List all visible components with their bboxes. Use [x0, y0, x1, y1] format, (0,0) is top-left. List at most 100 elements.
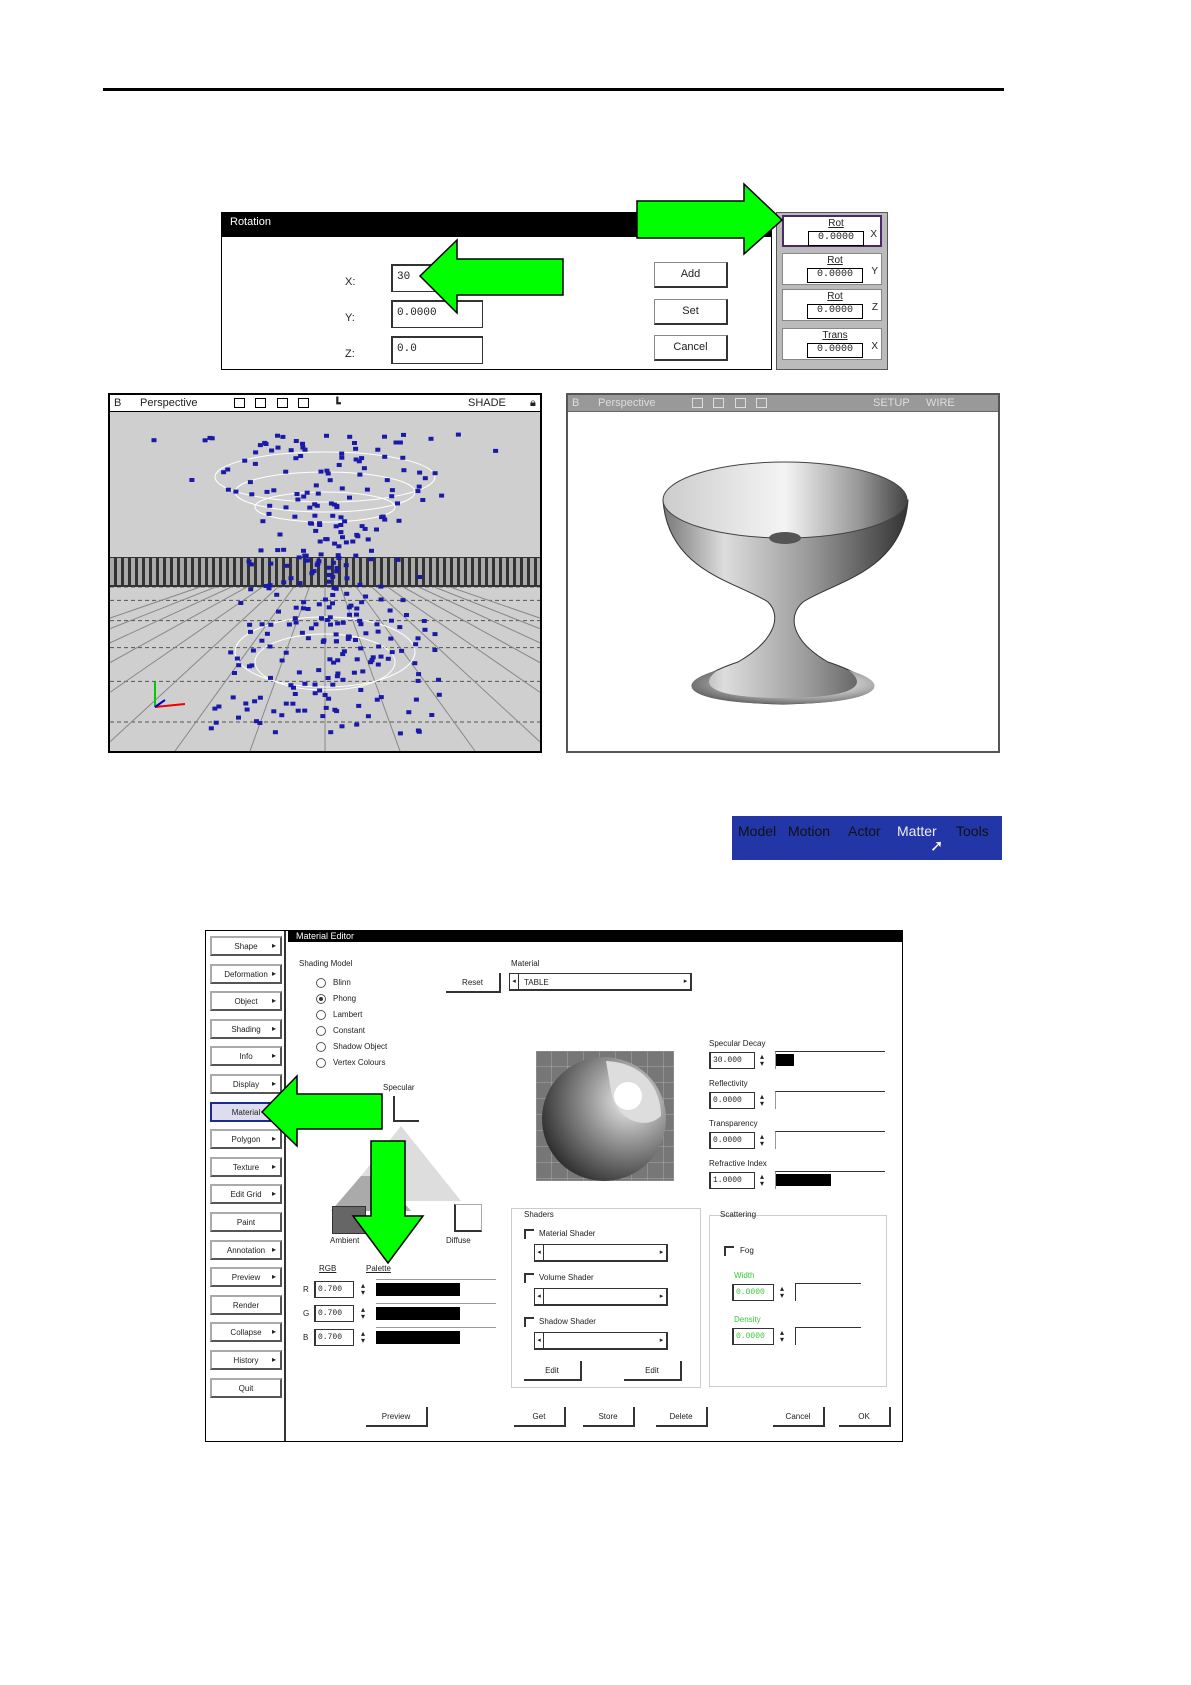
- view-box-icon[interactable]: [234, 398, 245, 408]
- ambient-swatch[interactable]: [332, 1206, 366, 1234]
- cancel-button[interactable]: Cancel: [654, 335, 728, 361]
- view-box-icon[interactable]: [298, 398, 309, 408]
- channel-input[interactable]: 0.700: [314, 1305, 354, 1322]
- shading-radio[interactable]: [316, 994, 326, 1004]
- spinner-icon[interactable]: ▴ ▾: [361, 1329, 366, 1345]
- scattering-slider[interactable]: [795, 1327, 861, 1345]
- spinner-icon[interactable]: ▴ ▾: [760, 1052, 765, 1068]
- left-menu-item[interactable]: Info ▸: [210, 1046, 282, 1067]
- specular-swatch[interactable]: [393, 1096, 419, 1122]
- shading-radio[interactable]: [316, 1042, 326, 1052]
- left-menu-item[interactable]: History ▸: [210, 1350, 282, 1370]
- shading-radio[interactable]: [316, 978, 326, 988]
- cancel-button[interactable]: Cancel: [773, 1407, 825, 1427]
- left-menu-item[interactable]: Object ▸: [210, 991, 282, 1012]
- delete-button[interactable]: Delete: [656, 1407, 708, 1427]
- param-input[interactable]: 0.0000: [709, 1092, 755, 1109]
- viewport-mode[interactable]: SETUP: [873, 397, 910, 409]
- material-preview[interactable]: [536, 1051, 674, 1181]
- channel-input[interactable]: 0.700: [314, 1329, 354, 1346]
- shading-radio[interactable]: [316, 1058, 326, 1068]
- left-menu-item[interactable]: Material ▸: [210, 1101, 282, 1122]
- left-menu-item[interactable]: Shape ▸: [210, 936, 282, 956]
- left-menu-item[interactable]: Edit Grid ▸: [210, 1184, 282, 1205]
- view-box-icon[interactable]: [713, 398, 724, 408]
- spinner-icon[interactable]: ▴ ▾: [361, 1281, 366, 1297]
- left-menu-item[interactable]: Quit: [210, 1377, 282, 1398]
- view-box-icon[interactable]: [255, 398, 266, 408]
- menu-motion[interactable]: Motion: [788, 823, 831, 839]
- viewport-mode[interactable]: SHADE: [468, 397, 506, 409]
- left-menu-item[interactable]: Preview ▸: [210, 1267, 282, 1288]
- spinner-icon[interactable]: ▴ ▾: [361, 1305, 366, 1321]
- param-slider[interactable]: [775, 1091, 885, 1109]
- left-menu-item[interactable]: Display ▸: [210, 1074, 282, 1094]
- left-menu-item[interactable]: Deformation ▸: [210, 963, 282, 984]
- lock-icon[interactable]: 🔒︎: [530, 397, 536, 409]
- tab-palette[interactable]: Palette: [366, 1264, 391, 1273]
- viewport-mode[interactable]: WIRE: [926, 397, 955, 409]
- shading-radio[interactable]: [316, 1026, 326, 1036]
- view-box-icon[interactable]: [277, 398, 288, 408]
- param-slider[interactable]: [775, 1171, 885, 1189]
- scattering-slider[interactable]: [795, 1283, 861, 1301]
- z-input[interactable]: 0.0: [391, 336, 483, 364]
- shader-checkbox[interactable]: [524, 1229, 534, 1239]
- store-button[interactable]: Store: [583, 1407, 635, 1427]
- viewport-left[interactable]: B Perspective ┗ SHADE 🔒︎: [108, 393, 542, 753]
- left-menu-item[interactable]: Texture ▸: [210, 1156, 282, 1177]
- scattering-field-input[interactable]: 0.0000: [732, 1284, 774, 1301]
- param-input[interactable]: 0.0000: [709, 1132, 755, 1149]
- left-menu-item[interactable]: Annotation ▸: [210, 1239, 282, 1260]
- item-value[interactable]: 0.0000: [807, 268, 863, 283]
- view-box-icon[interactable]: [692, 398, 703, 408]
- rot-x-item[interactable]: Rot 0.0000 X: [782, 215, 882, 247]
- trans-x-item[interactable]: Trans 0.0000 X: [782, 328, 882, 360]
- left-menu-item[interactable]: Paint: [210, 1212, 282, 1232]
- viewport-title[interactable]: Perspective: [140, 397, 198, 409]
- channel-slider[interactable]: [376, 1307, 460, 1320]
- spinner-icon[interactable]: ▴ ▾: [780, 1328, 785, 1344]
- menu-actor[interactable]: Actor: [848, 823, 881, 839]
- viewport-right[interactable]: B Perspective SETUP WIRE: [566, 393, 1000, 753]
- shader-dropdown[interactable]: ◂ ▸: [534, 1244, 668, 1262]
- item-value[interactable]: 0.0000: [807, 343, 863, 358]
- edit-button[interactable]: Edit: [524, 1361, 582, 1381]
- preview-button[interactable]: Preview: [366, 1407, 428, 1427]
- tab-rgb[interactable]: RGB: [319, 1264, 337, 1273]
- rot-y-item[interactable]: Rot 0.0000 Y: [782, 253, 882, 285]
- menu-tools[interactable]: Tools: [956, 823, 989, 839]
- left-menu-item[interactable]: Render: [210, 1294, 282, 1315]
- fog-checkbox[interactable]: [724, 1246, 734, 1256]
- shading-radio[interactable]: [316, 1010, 326, 1020]
- reset-button[interactable]: Reset: [446, 973, 501, 993]
- view-box-icon[interactable]: [735, 398, 746, 408]
- get-button[interactable]: Get: [514, 1407, 566, 1427]
- param-input[interactable]: 1.0000: [709, 1172, 755, 1189]
- shader-dropdown[interactable]: ◂ ▸: [534, 1288, 668, 1306]
- diffuse-swatch[interactable]: [454, 1204, 482, 1232]
- ok-button[interactable]: OK: [839, 1407, 891, 1427]
- scattering-field-input[interactable]: 0.0000: [732, 1328, 774, 1345]
- material-dropdown[interactable]: ◂ TABLE ▸: [509, 973, 692, 991]
- left-menu-item[interactable]: Polygon ▸: [210, 1129, 282, 1150]
- view-box-icon[interactable]: [756, 398, 767, 408]
- y-input[interactable]: 0.0000: [391, 300, 483, 328]
- viewport-title[interactable]: Perspective: [598, 397, 656, 409]
- spinner-icon[interactable]: ▴ ▾: [760, 1132, 765, 1148]
- param-input[interactable]: 30.000: [709, 1052, 755, 1069]
- param-slider[interactable]: [775, 1131, 885, 1149]
- shader-dropdown[interactable]: ◂ ▸: [534, 1332, 668, 1350]
- item-value[interactable]: 0.0000: [807, 304, 863, 319]
- left-menu-item[interactable]: Shading ▸: [210, 1018, 282, 1039]
- menu-matter[interactable]: Matter: [897, 823, 937, 839]
- param-slider[interactable]: [775, 1051, 885, 1069]
- spinner-icon[interactable]: ▴ ▾: [780, 1284, 785, 1300]
- spinner-icon[interactable]: ▴ ▾: [760, 1172, 765, 1188]
- menu-model[interactable]: Model: [738, 823, 777, 839]
- left-menu-item[interactable]: Collapse ▸: [210, 1322, 282, 1343]
- spinner-icon[interactable]: ▴ ▾: [760, 1092, 765, 1108]
- channel-slider[interactable]: [376, 1331, 460, 1344]
- edit-button[interactable]: Edit: [624, 1361, 682, 1381]
- rot-z-item[interactable]: Rot 0.0000 Z: [782, 289, 882, 321]
